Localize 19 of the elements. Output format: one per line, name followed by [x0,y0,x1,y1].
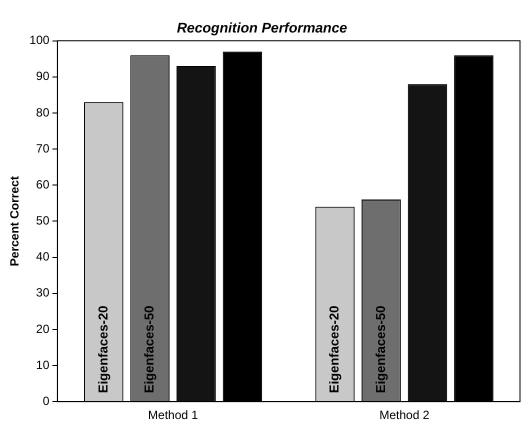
text: Eigenfaces-50 [372,306,388,394]
y-tick-label: 50 [36,214,50,228]
y-tick-label: 80 [36,105,50,120]
chart-title: Recognition Performance [176,19,348,36]
y-tick-label: 100 [29,33,50,48]
y-tick-label: 20 [36,322,50,336]
y-tick-label: 90 [36,69,50,84]
y-tick-label: 0 [42,394,50,408]
y-axis-title: Percent Correct [8,176,22,266]
y-tick-label: 60 [36,177,50,192]
y-tick-label: 10 [36,358,50,372]
y-tick-label: 40 [36,250,50,264]
x-tick-label: Method 1 [148,408,198,422]
y-tick-label: 70 [36,141,50,156]
series-label: Eigenfaces-20 [95,306,110,394]
series-label: Eigenfaces-50 [142,306,157,394]
y-tick-label: 30 [36,286,50,300]
text: Eigenfaces-20 [326,306,342,394]
x-tick-label: Method 2 [379,408,430,422]
